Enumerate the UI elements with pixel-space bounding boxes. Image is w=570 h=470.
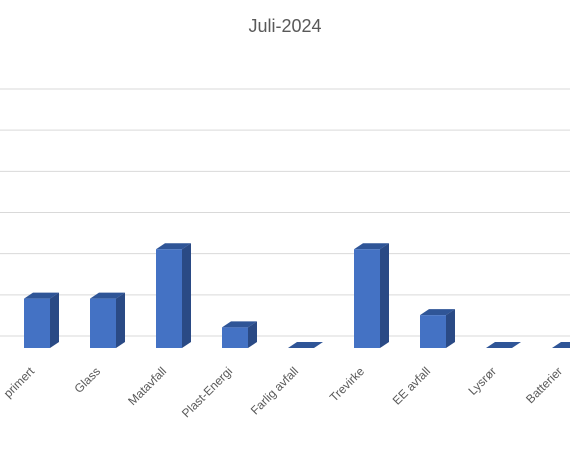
bar-front [354, 249, 380, 348]
bar-front [90, 298, 116, 348]
bar-top [420, 309, 455, 316]
bar [24, 292, 59, 348]
bar-top [486, 342, 521, 348]
bar [552, 342, 570, 348]
x-tick-label: Matavfall [125, 364, 169, 408]
bar-side [248, 321, 257, 348]
bar-side [446, 309, 455, 348]
x-tick-label: Lysrør [465, 364, 499, 398]
x-tick-label: Farlig avfall [248, 364, 301, 417]
bar-top [156, 243, 191, 250]
bar [288, 342, 323, 348]
bar-front [156, 249, 182, 348]
bar [354, 243, 389, 348]
bar-front [24, 298, 50, 348]
chart-title: Juli-2024 [248, 16, 321, 36]
bar-front [222, 327, 248, 348]
x-tick-label: Batterier [523, 364, 565, 406]
bar [420, 309, 455, 348]
bar-top [354, 243, 389, 250]
x-tick-label: Glass [72, 364, 104, 396]
bar-top [24, 292, 59, 299]
bar-front [420, 315, 446, 348]
bar-top [90, 292, 125, 299]
bar-side [116, 292, 125, 348]
bar-side [380, 243, 389, 348]
bar-top [222, 321, 257, 328]
x-tick-label: EE avfall [390, 364, 433, 407]
x-tick-label: Trevirke [327, 364, 367, 404]
bar [222, 321, 257, 348]
bar-top [288, 342, 323, 348]
bar-side [50, 292, 59, 348]
x-tick-label: Plast-Energi [179, 364, 235, 420]
bar [486, 342, 521, 348]
bar-top [552, 342, 570, 348]
bar [156, 243, 191, 348]
bar [90, 292, 125, 348]
bar-side [182, 243, 191, 348]
x-tick-label: primert [1, 364, 38, 401]
